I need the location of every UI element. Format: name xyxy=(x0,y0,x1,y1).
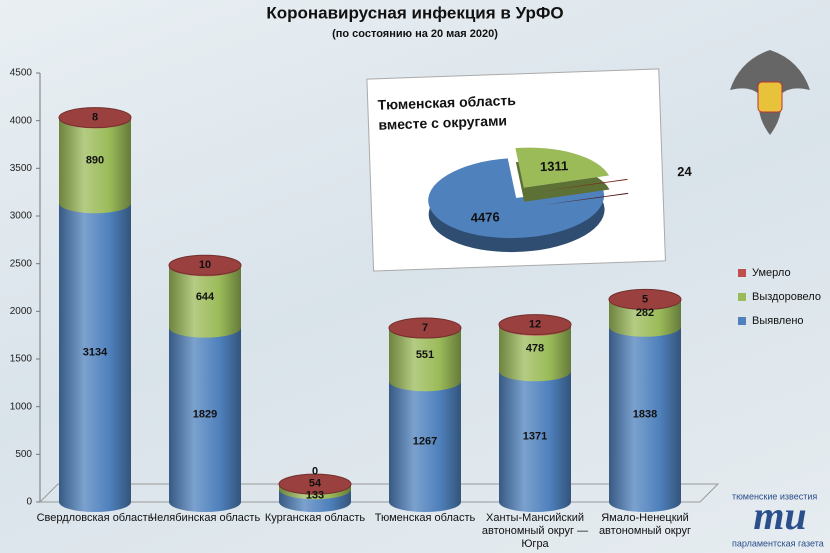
pie-slice xyxy=(541,178,628,192)
pie: 4476 1311 24 xyxy=(428,147,693,253)
legend-label: Выявлено xyxy=(752,315,804,327)
x-tick-label: Челябинская область xyxy=(149,512,261,524)
y-tick-label: 500 xyxy=(15,449,32,460)
value-label: 478 xyxy=(526,342,544,354)
chart-subtitle: (по состоянию на 20 мая 2020) xyxy=(332,28,498,40)
x-tick-label: Ханты-Мансийский автономный округ — Югра xyxy=(481,512,589,550)
y-tick-label: 4000 xyxy=(10,115,33,126)
pie-title: Тюменская область вместе с округами xyxy=(377,91,517,133)
bar-segment xyxy=(389,381,461,512)
y-tick-label: 2500 xyxy=(10,258,33,269)
floor xyxy=(38,483,720,503)
bar-segment xyxy=(389,328,461,392)
bar-segment xyxy=(169,266,241,338)
emblem xyxy=(730,50,810,135)
pie-slice xyxy=(428,158,605,239)
cylinder-top xyxy=(168,254,242,276)
y-tick-label: 2000 xyxy=(10,306,33,317)
emblem-shield xyxy=(757,81,783,113)
publisher-partner: парламентская газета xyxy=(732,538,824,548)
y-tick-label: 1000 xyxy=(10,401,33,412)
x-tick-label: Тюменская область xyxy=(374,512,476,524)
value-label: 54 xyxy=(309,478,322,490)
x-tick-label: Ямало-Ненецкий автономный округ xyxy=(598,512,692,537)
value-label: 12 xyxy=(529,318,541,330)
value-label: 1267 xyxy=(413,436,437,448)
bar-segment xyxy=(499,371,571,512)
value-label: 1371 xyxy=(523,431,547,443)
publisher-logo: ти xyxy=(753,493,806,538)
y-tick-label: 4500 xyxy=(10,68,33,79)
cylinder-top xyxy=(278,473,352,495)
legend-label: Выздоровело xyxy=(752,291,821,303)
value-label: 4476 xyxy=(470,209,499,225)
value-label: 10 xyxy=(199,259,211,271)
legend-swatch xyxy=(738,269,746,277)
legend-swatch xyxy=(738,317,746,325)
legend-label: Умерло xyxy=(752,267,791,279)
value-label: 1838 xyxy=(633,408,657,420)
y-tick-label: 1500 xyxy=(10,354,33,365)
bar-segment xyxy=(609,299,681,337)
value-label: 0 xyxy=(312,466,318,478)
legend-swatch xyxy=(738,293,746,301)
chart-title: Коронавирусная инфекция в УрФО xyxy=(266,3,563,22)
y-tick-label: 3000 xyxy=(10,211,33,222)
value-label: 1311 xyxy=(540,158,569,174)
value-label: 24 xyxy=(677,164,693,180)
value-label: 644 xyxy=(196,291,215,303)
cylinder-top xyxy=(498,314,572,336)
value-label: 890 xyxy=(86,155,104,167)
bar-segment xyxy=(59,118,131,214)
cylinder-top xyxy=(608,288,682,310)
value-label: 7 xyxy=(422,322,428,334)
cylinder-top xyxy=(58,107,132,129)
value-label: 3134 xyxy=(83,347,108,359)
pie-side xyxy=(542,192,629,206)
value-label: 8 xyxy=(92,112,98,124)
value-label: 133 xyxy=(306,490,324,502)
value-label: 1829 xyxy=(193,409,217,421)
y-tick-label: 3500 xyxy=(10,163,33,174)
value-label: 5 xyxy=(642,293,648,305)
bar-segment xyxy=(169,327,241,512)
publisher-name: тюменские известия xyxy=(732,491,817,501)
pie-slice xyxy=(515,147,610,188)
value-label: 282 xyxy=(636,307,654,319)
value-label: 551 xyxy=(416,349,434,361)
bar-segment xyxy=(499,325,571,382)
x-tick-label: Курганская область xyxy=(264,512,366,524)
bar-segment xyxy=(609,326,681,512)
bar-segment xyxy=(59,203,131,512)
y-tick-label: 0 xyxy=(26,497,32,508)
x-tick-label: Свердловская область xyxy=(36,512,154,524)
cylinder-top xyxy=(388,317,462,339)
